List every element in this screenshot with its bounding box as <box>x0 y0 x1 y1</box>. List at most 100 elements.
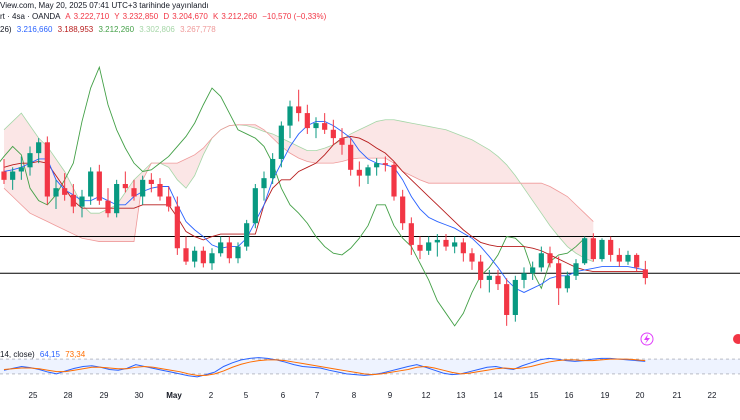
candle-body <box>96 171 102 201</box>
x-tick-label: 14 <box>494 391 503 400</box>
candle-body <box>200 250 206 264</box>
candle-body <box>261 178 267 189</box>
candle-body <box>44 142 50 197</box>
candle-body <box>504 284 510 315</box>
source-text: View.com, May 20, 2025 07:41 UTC+3 tarih… <box>0 1 209 10</box>
candle-body <box>590 238 596 260</box>
x-tick-label: 22 <box>708 391 717 400</box>
x-tick-label: 19 <box>601 391 610 400</box>
rsi-value-1: 64,15 <box>39 350 60 359</box>
candle-body <box>235 246 241 259</box>
ichimoku-lagging: 3.212,260 <box>98 25 135 34</box>
candle-body <box>460 242 466 254</box>
candle-body <box>287 106 293 126</box>
x-tick-label: 8 <box>352 391 357 400</box>
candle-body <box>36 142 42 154</box>
high-value: 3.232,850 <box>122 12 159 21</box>
candle-body <box>70 194 76 207</box>
candle-body <box>140 179 146 197</box>
candle-body <box>582 238 588 264</box>
close-label: K <box>213 12 219 21</box>
candle-body <box>521 273 527 280</box>
x-tick-label: 9 <box>388 391 393 400</box>
candle-body <box>426 242 432 251</box>
candle-body <box>18 167 24 172</box>
x-tick-label: 6 <box>281 391 286 400</box>
candle-body <box>157 184 163 197</box>
candle-body <box>634 254 640 268</box>
change-value: −10,570 (−0,33%) <box>262 12 327 21</box>
x-tick-label: 25 <box>29 391 38 400</box>
rsi-legend: 14, close) 64,15 73,34 <box>0 350 88 359</box>
candle-body <box>530 267 536 274</box>
candle-body <box>382 163 388 165</box>
candle-body <box>131 188 137 197</box>
ichimoku-span-a: 3.302,806 <box>139 25 175 34</box>
candle-body <box>226 242 232 259</box>
candle-body <box>512 279 518 315</box>
lagging-span-line <box>0 65 585 327</box>
open-value: 3.222,710 <box>73 12 110 21</box>
candle-body <box>417 244 423 251</box>
lightning-icon-glyph <box>644 334 650 344</box>
low-value: 3.204,670 <box>172 12 208 21</box>
candle-body <box>339 138 345 145</box>
candle-body <box>495 275 501 285</box>
alert-marker <box>733 334 740 344</box>
candle-body <box>244 223 250 247</box>
candle-body <box>192 250 198 262</box>
candle-body <box>400 196 406 224</box>
candle-body <box>79 196 85 207</box>
candle-body <box>252 188 258 224</box>
x-tick-label: 30 <box>135 391 144 400</box>
x-tick-label: 29 <box>100 391 109 400</box>
candle-body <box>122 184 128 189</box>
candle-body <box>547 253 553 264</box>
ichimoku-cloud <box>4 113 594 262</box>
candle-body <box>599 239 605 260</box>
ichimoku-conversion: 3.216,660 <box>16 25 53 34</box>
candle-body <box>538 253 544 268</box>
rsi-series-2 <box>3 358 646 376</box>
rsi-label: 14, close) <box>0 350 35 359</box>
candle-body <box>625 254 631 262</box>
candle-body <box>443 239 449 247</box>
candle-body <box>573 263 579 276</box>
candle-body <box>348 144 354 170</box>
ichimoku-legend: 26) 3.216,660 3.188,953 3.212,260 3.302,… <box>0 25 219 34</box>
span-b-line <box>3 124 594 242</box>
rsi-series-1 <box>3 357 646 378</box>
ichimoku-label: 26) <box>0 25 12 34</box>
x-tick-label: May <box>166 391 182 400</box>
pair-text: rt · 4sa · OANDA <box>0 12 61 21</box>
candle-body <box>313 123 319 129</box>
close-value: 3.212,260 <box>221 12 257 21</box>
candle-body <box>564 275 570 289</box>
candle-body <box>218 242 224 254</box>
candle-body <box>1 171 7 180</box>
candle-body <box>478 261 484 280</box>
x-tick-label: 5 <box>244 391 249 400</box>
candle-body <box>183 248 189 262</box>
ichimoku-span-b: 3.267,778 <box>180 25 216 34</box>
x-tick-label: 28 <box>64 391 73 400</box>
x-tick-label: 12 <box>422 391 431 400</box>
x-tick-label: 20 <box>636 391 645 400</box>
candle-body <box>296 106 302 114</box>
candle-body <box>10 171 16 180</box>
candle-body <box>374 163 380 168</box>
candle-body <box>174 206 180 249</box>
ichimoku-base: 3.188,953 <box>57 25 94 34</box>
candle-body <box>469 253 475 262</box>
candle-body <box>322 123 328 130</box>
header-line-1: View.com, May 20, 2025 07:41 UTC+3 tarih… <box>0 1 212 10</box>
low-label: D <box>163 12 170 21</box>
x-tick-label: 21 <box>673 391 682 400</box>
candle-body <box>27 153 33 168</box>
candle-body <box>148 179 154 184</box>
candle-body <box>365 167 371 176</box>
candle-body <box>608 239 614 255</box>
candle-body <box>304 113 310 129</box>
header-line-2: rt · 4sa · OANDA A 3.222,710 Y 3.232,850 D… <box>0 12 329 21</box>
